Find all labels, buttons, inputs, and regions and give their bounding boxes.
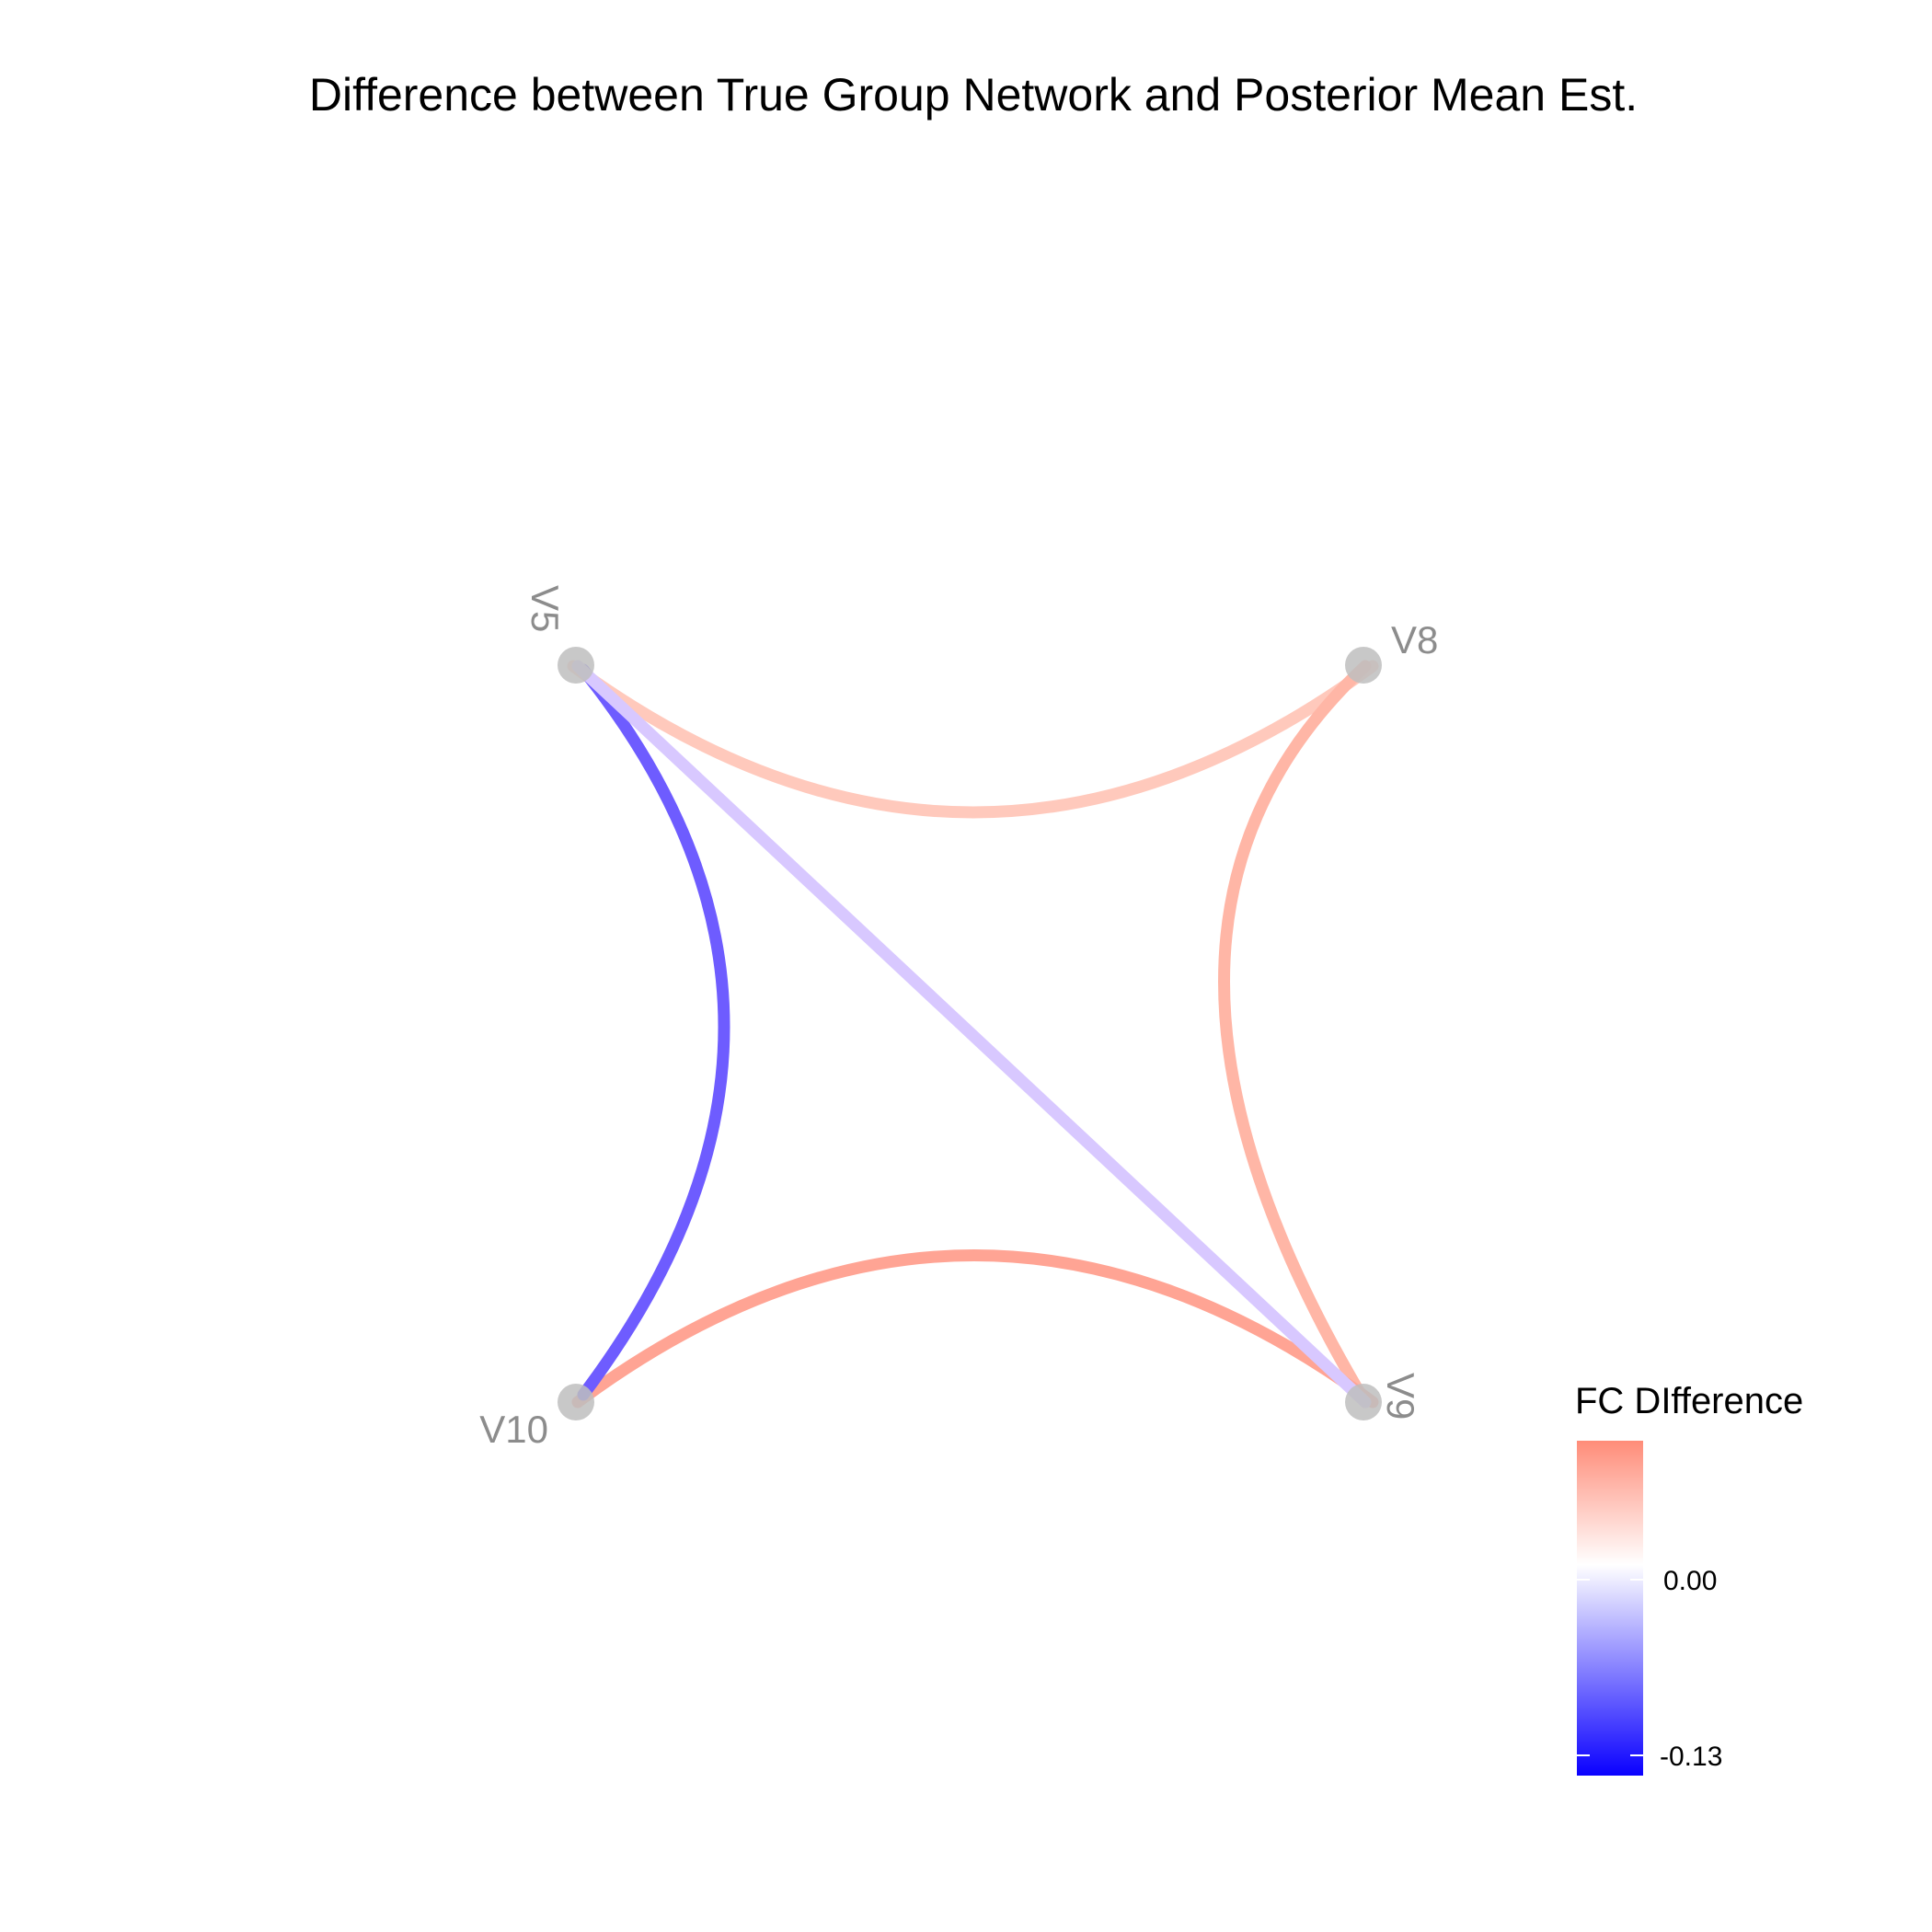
edge-v8-v9 [1218, 660, 1372, 1409]
legend-colorbar [1577, 1441, 1643, 1776]
edge-v5-v9 [571, 660, 1372, 1409]
node-label-v8: V8 [1391, 618, 1438, 661]
node-v10 [558, 1384, 594, 1420]
node-label-v5: V5 [523, 585, 567, 632]
edge-v5-v10 [577, 663, 730, 1401]
node-label-v9: V9 [1379, 1373, 1422, 1420]
edges [567, 660, 1379, 1409]
legend-title: FC DIfference [1575, 1381, 1803, 1421]
node-label-v10: V10 [479, 1408, 548, 1451]
legend-tick-label-low: -0.13 [1660, 1742, 1722, 1772]
legend: FC DIfference 0.00 -0.13 [1575, 1381, 1803, 1776]
nodes [558, 647, 1382, 1420]
node-v8 [1345, 647, 1382, 684]
edge-v10-v9 [571, 1249, 1379, 1409]
node-v5 [558, 647, 594, 684]
plot-title: Difference between True Group Network an… [309, 69, 1638, 121]
edge-v5-v8 [567, 660, 1379, 819]
node-v9 [1345, 1384, 1382, 1420]
legend-tick-label-zero: 0.00 [1663, 1566, 1717, 1596]
